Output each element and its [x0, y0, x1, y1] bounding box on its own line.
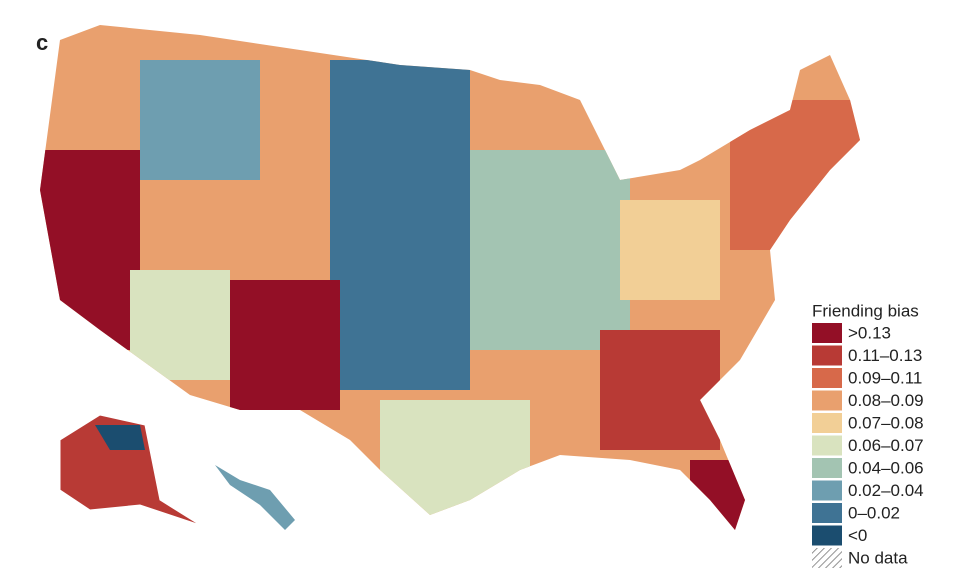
legend-swatch — [812, 413, 842, 433]
contiguous-us — [40, 25, 860, 530]
panel-label: c — [36, 30, 48, 55]
legend-swatch — [812, 458, 842, 478]
legend-label: 0.08–0.09 — [848, 391, 924, 410]
legend-swatch — [812, 323, 842, 343]
legend-swatch — [812, 435, 842, 456]
legend-label: 0.11–0.13 — [848, 346, 922, 365]
legend-label: 0–0.02 — [848, 503, 900, 522]
legend: Friending bias >0.13 0.11–0.13 0.09–0.11 0.… — [812, 301, 924, 568]
legend-label: <0 — [848, 526, 867, 545]
alaska — [59, 414, 201, 526]
legend-label: No data — [848, 548, 908, 567]
legend-swatch — [812, 368, 842, 388]
legend-label: 0.02–0.04 — [848, 481, 924, 500]
legend-label: >0.13 — [848, 323, 891, 342]
legend-swatch — [812, 525, 842, 546]
legend-label: 0.07–0.08 — [848, 413, 924, 432]
legend-title: Friending bias — [812, 301, 919, 320]
legend-swatch — [812, 480, 842, 501]
legend-swatch — [812, 390, 842, 411]
alaska-north — [95, 425, 145, 450]
legend-swatch — [812, 345, 842, 366]
legend-swatch — [812, 503, 842, 523]
legend-swatch — [812, 548, 842, 568]
legend-label: 0.09–0.11 — [848, 368, 922, 387]
hawaii — [215, 465, 295, 530]
legend-label: 0.04–0.06 — [848, 458, 924, 477]
legend-label: 0.06–0.07 — [848, 436, 924, 455]
